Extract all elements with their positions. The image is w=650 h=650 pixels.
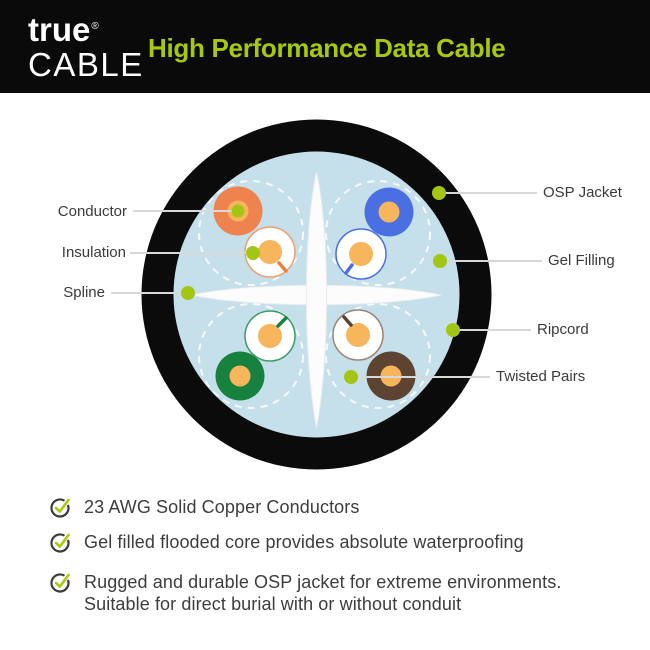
wire-white-blue-stripe bbox=[344, 263, 354, 275]
wire-white-blue-conductor bbox=[349, 242, 373, 266]
wire-white-green-stripe bbox=[276, 316, 288, 328]
wire-white-orange-stripe bbox=[277, 261, 288, 273]
wire-blue-conductor bbox=[378, 201, 400, 223]
brand-logo: true® CABLE bbox=[28, 10, 144, 83]
pointer-dot-gel-filling bbox=[433, 254, 447, 268]
check-icon bbox=[50, 498, 70, 518]
header-bar: true® CABLE High Performance Data Cable bbox=[0, 0, 650, 93]
feature-item: Gel filled flooded core provides absolut… bbox=[50, 531, 620, 553]
label-osp-jacket: OSP Jacket bbox=[543, 184, 622, 201]
feature-item: Rugged and durable OSP jacket for extrem… bbox=[50, 571, 620, 615]
pair-boundary-bottom-right bbox=[325, 303, 431, 409]
logo-true-text: true bbox=[28, 11, 91, 48]
check-icon bbox=[50, 533, 70, 553]
label-twisted-pairs: Twisted Pairs bbox=[496, 368, 586, 385]
label-ripcord: Ripcord bbox=[537, 321, 589, 338]
pointer-dot-spline bbox=[181, 286, 195, 300]
feature-line: Suitable for direct burial with or witho… bbox=[84, 594, 462, 614]
leader-lines bbox=[111, 192, 542, 378]
label-gel-filling: Gel Filling bbox=[548, 252, 615, 269]
pointer-dot-insulation bbox=[246, 246, 260, 260]
feature-text: Rugged and durable OSP jacket for extrem… bbox=[84, 571, 561, 615]
wire-white-brown-stripe bbox=[342, 315, 353, 327]
pointer-dot-conductor bbox=[231, 204, 245, 218]
pointer-dot-twisted-pairs bbox=[344, 370, 358, 384]
spline-vertical-arm bbox=[305, 171, 328, 429]
wire-white-green-conductor bbox=[258, 324, 282, 348]
check-icon bbox=[50, 573, 70, 593]
pair-boundary-bottom-left bbox=[198, 303, 304, 409]
label-insulation: Insulation bbox=[61, 244, 126, 261]
feature-item: 23 AWG Solid Copper Conductors bbox=[50, 496, 620, 518]
feature-line: Rugged and durable OSP jacket for extrem… bbox=[84, 572, 562, 592]
page-title: High Performance Data Cable bbox=[148, 33, 506, 63]
logo-word-cable: CABLE bbox=[28, 46, 144, 83]
spline-cross bbox=[191, 171, 442, 429]
pointer-dot-ripcord bbox=[446, 323, 460, 337]
label-conductor: Conductor bbox=[57, 203, 127, 220]
label-spline: Spline bbox=[63, 284, 105, 301]
feature-text: Gel filled flooded core provides absolut… bbox=[84, 531, 524, 553]
pair-boundaries bbox=[198, 180, 431, 409]
registered-mark: ® bbox=[91, 21, 99, 32]
feature-line: 23 AWG Solid Copper Conductors bbox=[84, 497, 360, 517]
feature-line: Gel filled flooded core provides absolut… bbox=[84, 532, 524, 552]
pointer-dot-osp-jacket bbox=[432, 186, 446, 200]
wire-white-orange-conductor bbox=[258, 240, 282, 264]
wire-green-conductor bbox=[229, 365, 251, 387]
feature-text: 23 AWG Solid Copper Conductors bbox=[84, 496, 359, 518]
logo-word-true: true® bbox=[28, 10, 144, 47]
pointer-dots bbox=[181, 186, 460, 384]
pair-boundary-top-right bbox=[325, 180, 431, 286]
solid-wires bbox=[213, 186, 416, 401]
pair-boundary-top-left bbox=[198, 180, 304, 286]
wire-white-brown-conductor bbox=[346, 323, 370, 347]
